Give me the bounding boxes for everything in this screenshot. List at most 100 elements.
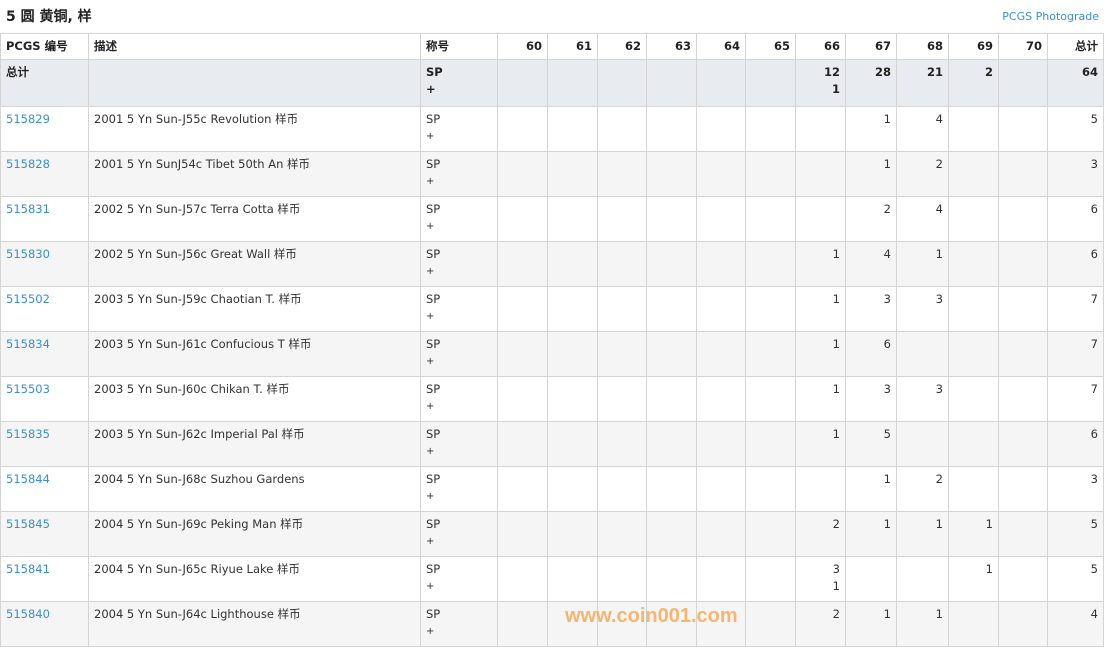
grade-cell: 1 (948, 511, 999, 557)
grade-cell (998, 151, 1048, 197)
pcgs-id-cell: 515844 (0, 466, 89, 512)
grade-cell (696, 59, 746, 107)
table-row: 515840 2004 5 Yn Sun-J64c Lighthouse 样币 SP… (0, 601, 1104, 647)
row-total: 7 (1047, 331, 1104, 377)
grade-cell (998, 59, 1048, 107)
grade-cell: 12 1 (795, 59, 846, 107)
grade-cell (696, 106, 746, 152)
grade-count: 1 (832, 247, 840, 261)
grade-count: 1 (832, 579, 840, 593)
grade-cell (497, 421, 548, 467)
pcgs-id-link[interactable]: 515831 (6, 202, 50, 216)
grade-cell (696, 151, 746, 197)
column-header: 称号 (420, 33, 498, 60)
table-row: 515835 2003 5 Yn Sun-J62c Imperial Pal 样币… (0, 421, 1104, 467)
grade-cell (547, 601, 598, 647)
grade-cell (998, 241, 1048, 287)
grade-cell (795, 106, 846, 152)
designation-cell: SP + (420, 286, 498, 332)
grade-cell (646, 556, 697, 602)
pcgs-id-link[interactable]: 515502 (6, 292, 50, 306)
designation-suffix: + (426, 176, 435, 187)
grade-cell (597, 331, 647, 377)
grade-cell (497, 511, 548, 557)
pcgs-id-link[interactable]: 515828 (6, 157, 50, 171)
grade-cell (948, 151, 999, 197)
grade-cell (745, 556, 796, 602)
grade-cell (597, 556, 647, 602)
grade-count: 6 (883, 337, 891, 351)
total-label: 总计 (0, 59, 89, 107)
grade-cell (795, 466, 846, 512)
pcgs-id-link[interactable]: 515834 (6, 337, 50, 351)
grade-cell (497, 196, 548, 242)
pcgs-id-link[interactable]: 515835 (6, 427, 50, 441)
grade-cell (896, 421, 949, 467)
column-header: 68 (896, 33, 949, 60)
grade-cell: 28 (845, 59, 897, 107)
grade-cell (948, 421, 999, 467)
grade-cell (696, 376, 746, 422)
watermark: www.coin001.com (565, 605, 738, 627)
grade-cell (497, 106, 548, 152)
designation: SP (426, 247, 441, 261)
grade-cell (547, 466, 598, 512)
grade-cell (745, 421, 796, 467)
grade-count: 3 (883, 292, 891, 306)
designation-suffix: + (426, 446, 435, 457)
designation-suffix: + (426, 356, 435, 367)
grade-cell (547, 421, 598, 467)
grade-cell (948, 286, 999, 332)
grade-cell: 1 (845, 466, 897, 512)
grade-cell (597, 286, 647, 332)
grade-cell (547, 376, 598, 422)
designation-suffix: + (426, 626, 435, 637)
grade-count: 28 (874, 65, 891, 79)
grade-cell: 3 (896, 286, 949, 332)
designation-cell: SP + (420, 151, 498, 197)
grade-cell: 1 (845, 601, 897, 647)
grade-cell (497, 286, 548, 332)
grade-count: 4 (935, 112, 943, 126)
grade-cell (998, 196, 1048, 242)
grade-cell (896, 556, 949, 602)
pcgs-id-cell: 515834 (0, 331, 89, 377)
pcgs-id-link[interactable]: 515844 (6, 472, 50, 486)
grade-count: 3 (935, 292, 943, 306)
pcgs-id-link[interactable]: 515830 (6, 247, 50, 261)
grade-cell (745, 376, 796, 422)
photograde-link[interactable]: PCGS Photograde (1002, 10, 1099, 23)
grade-cell: 1 (896, 511, 949, 557)
designation: SP (426, 65, 443, 79)
pcgs-id-cell: 515828 (0, 151, 89, 197)
grade-count: 3 (832, 562, 840, 576)
grade-cell (597, 59, 647, 107)
row-total: 7 (1047, 286, 1104, 332)
grade-cell (948, 196, 999, 242)
grade-cell (497, 331, 548, 377)
description: 2003 5 Yn Sun-J60c Chikan T. 样币 (88, 376, 421, 422)
pcgs-id-link[interactable]: 515829 (6, 112, 50, 126)
pcgs-id-link[interactable]: 515841 (6, 562, 50, 576)
population-table: PCGS 编号 描述 称号 60 61 62 63 64 65 66 67 68 69 70 总计 总计 SP… (0, 33, 1104, 647)
designation: SP (426, 517, 441, 531)
grade-cell (646, 196, 697, 242)
grade-cell: 1 (948, 556, 999, 602)
grade-cell (646, 286, 697, 332)
grade-cell (745, 466, 796, 512)
pcgs-id-link[interactable]: 515840 (6, 607, 50, 621)
description: 2004 5 Yn Sun-J69c Peking Man 样币 (88, 511, 421, 557)
grade-cell (646, 376, 697, 422)
column-header: 描述 (88, 33, 421, 60)
designation-suffix: + (426, 581, 435, 592)
grade-cell (998, 466, 1048, 512)
grade-cell (497, 556, 548, 602)
grade-cell (547, 286, 598, 332)
pcgs-id-link[interactable]: 515503 (6, 382, 50, 396)
table-row: 515503 2003 5 Yn Sun-J60c Chikan T. 样币 SP +… (0, 376, 1104, 422)
pcgs-id-link[interactable]: 515845 (6, 517, 50, 531)
grade-count: 1 (832, 427, 840, 441)
designation: SP (426, 427, 441, 441)
description: 2004 5 Yn Sun-J64c Lighthouse 样币 (88, 601, 421, 647)
row-total: 6 (1047, 241, 1104, 287)
